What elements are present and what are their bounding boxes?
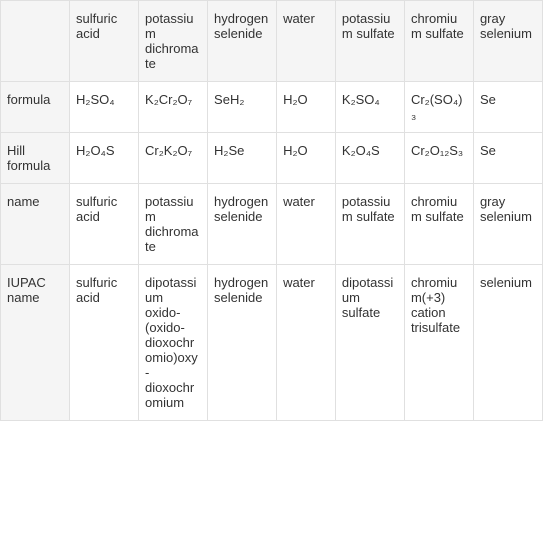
table-cell: chromium(+3) cation trisulfate — [404, 265, 473, 421]
table-cell: SeH₂ — [208, 82, 277, 133]
row-label: name — [1, 184, 70, 265]
table-cell: potassium dichromate — [139, 184, 208, 265]
column-header: gray selenium — [473, 1, 542, 82]
table-cell: K₂SO₄ — [335, 82, 404, 133]
table-cell: K₂Cr₂O₇ — [139, 82, 208, 133]
header-row: sulfuric acid potassium dichromate hydro… — [1, 1, 543, 82]
table-cell: Cr₂(SO₄)₃ — [404, 82, 473, 133]
row-label: Hill formula — [1, 133, 70, 184]
table-cell: H₂O — [277, 82, 336, 133]
table-cell: H₂O₄S — [70, 133, 139, 184]
column-header: sulfuric acid — [70, 1, 139, 82]
table-cell: gray selenium — [473, 184, 542, 265]
table-cell: sulfuric acid — [70, 184, 139, 265]
table-cell: water — [277, 265, 336, 421]
table-cell: dipotassium oxido-(oxido-dioxochromio)ox… — [139, 265, 208, 421]
table-cell: Se — [473, 82, 542, 133]
column-header: chromium sulfate — [404, 1, 473, 82]
row-label: formula — [1, 82, 70, 133]
table-row: name sulfuric acid potassium dichromate … — [1, 184, 543, 265]
table-cell: water — [277, 184, 336, 265]
column-header: water — [277, 1, 336, 82]
table-cell: H₂Se — [208, 133, 277, 184]
table-row: IUPAC name sulfuric acid dipotassium oxi… — [1, 265, 543, 421]
properties-table: sulfuric acid potassium dichromate hydro… — [0, 0, 543, 421]
table-cell: Se — [473, 133, 542, 184]
column-header: hydrogen selenide — [208, 1, 277, 82]
table-cell: Cr₂O₁₂S₃ — [404, 133, 473, 184]
table-row: formula H₂SO₄ K₂Cr₂O₇ SeH₂ H₂O K₂SO₄ Cr₂… — [1, 82, 543, 133]
table-cell: chromium sulfate — [404, 184, 473, 265]
table-cell: potassium sulfate — [335, 184, 404, 265]
table-cell: sulfuric acid — [70, 265, 139, 421]
table-cell: H₂O — [277, 133, 336, 184]
corner-cell — [1, 1, 70, 82]
table-row: Hill formula H₂O₄S Cr₂K₂O₇ H₂Se H₂O K₂O₄… — [1, 133, 543, 184]
table-cell: Cr₂K₂O₇ — [139, 133, 208, 184]
row-label: IUPAC name — [1, 265, 70, 421]
table-cell: hydrogen selenide — [208, 184, 277, 265]
table-cell: H₂SO₄ — [70, 82, 139, 133]
table-cell: dipotassium sulfate — [335, 265, 404, 421]
column-header: potassium sulfate — [335, 1, 404, 82]
table-cell: selenium — [473, 265, 542, 421]
table-cell: hydrogen selenide — [208, 265, 277, 421]
table-cell: K₂O₄S — [335, 133, 404, 184]
column-header: potassium dichromate — [139, 1, 208, 82]
